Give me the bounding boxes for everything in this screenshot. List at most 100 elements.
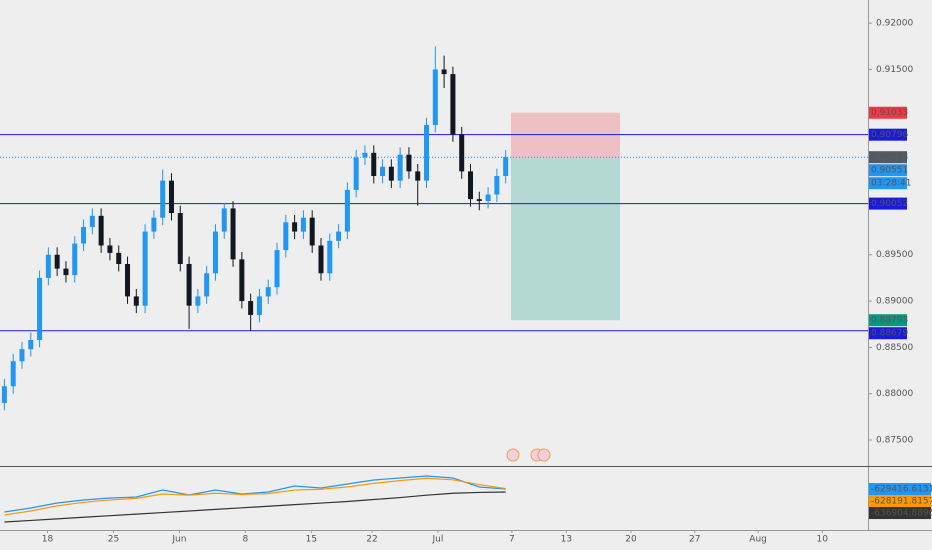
price-tag-label: 0.90796 [871, 130, 908, 140]
candle-body [151, 217, 157, 232]
price-tag-label: 0.90553 [871, 153, 908, 163]
price-tag-label: 0.88793 [871, 316, 908, 326]
candle-body [283, 222, 289, 251]
candle-body [371, 152, 377, 176]
candle-body [248, 301, 254, 315]
x-tick-label: 18 [42, 535, 54, 545]
value-tag-label: -636904.88968 [871, 509, 932, 519]
price-tag-label: 0.90551 [871, 166, 908, 176]
candle-body [467, 171, 473, 200]
y-tick-label: 0.92000 [876, 19, 913, 29]
x-tick-label: 13 [561, 535, 572, 545]
candle-body [239, 259, 245, 302]
event-icon[interactable] [506, 448, 520, 462]
candle-body [177, 213, 183, 264]
candle-body [424, 125, 430, 181]
candle-body [309, 217, 315, 246]
candle-body [204, 273, 210, 297]
value-tag [869, 507, 931, 520]
target-zone [510, 157, 620, 321]
candle-body [186, 263, 192, 306]
candle-body [336, 231, 342, 241]
candle-body [107, 245, 113, 253]
price-tag-label: 0.90052 [871, 199, 908, 209]
candle-body [28, 339, 34, 350]
candle-body [72, 243, 78, 276]
candle-body [318, 245, 324, 274]
candle-body [195, 296, 201, 306]
candle-body [1, 386, 7, 403]
candle-body [485, 194, 491, 202]
x-tick-label: 10 [817, 535, 829, 545]
candle-body [265, 287, 271, 297]
candle-body [221, 208, 227, 232]
candle-body [503, 157, 509, 176]
indicator-line [4, 491, 506, 523]
candle-body [450, 74, 456, 135]
x-tick-label: 20 [625, 535, 637, 545]
countdown: 03:28:41 [871, 179, 911, 189]
indicator-line [4, 475, 506, 513]
x-tick-label: Jun [171, 535, 186, 545]
candle-body [327, 240, 333, 274]
x-tick-label: 7 [509, 535, 515, 545]
y-tick-label: 0.89000 [876, 297, 913, 307]
candle-body [160, 180, 166, 218]
x-tick-label: 15 [306, 535, 317, 545]
value-tag-label: -629416.61312 [871, 485, 932, 495]
event-icon[interactable] [537, 448, 551, 462]
candle-body [116, 252, 122, 264]
candle-body [81, 226, 87, 244]
candle-body [10, 361, 16, 387]
price-tag [869, 106, 907, 119]
candle-body [63, 268, 69, 276]
price-tag-label: 0.88679 [871, 329, 908, 339]
candle-body [362, 152, 368, 158]
price-tag [869, 128, 907, 141]
x-tick-label: Jul [432, 535, 444, 545]
price-tag [869, 164, 907, 177]
candle-body [230, 208, 236, 260]
candle-body [476, 199, 482, 202]
candle-body [168, 180, 174, 214]
countdown-tag [869, 177, 907, 190]
candle-body [54, 254, 60, 269]
candle-body [406, 154, 412, 172]
candle-body [274, 250, 280, 288]
candle-body [388, 166, 394, 181]
candle-body [380, 166, 386, 176]
candle-body [494, 175, 500, 195]
price-tag [869, 314, 907, 327]
candle-body [212, 231, 218, 274]
price-tag-label: 0.91033 [871, 108, 908, 118]
candle-body [89, 215, 95, 227]
y-tick-label: 0.91500 [876, 65, 913, 75]
x-tick-label: 22 [366, 535, 377, 545]
y-tick-label: 0.89500 [876, 250, 913, 260]
candle-body [133, 296, 139, 306]
candle-body [125, 263, 131, 297]
x-tick-label: 25 [108, 535, 119, 545]
candle-body [344, 189, 350, 232]
candle-body [353, 157, 359, 190]
candle-body [415, 171, 421, 181]
candle-body [292, 222, 298, 232]
candle-body [256, 296, 262, 315]
x-tick-label: Aug [749, 535, 767, 545]
candle-body [397, 154, 403, 181]
indicator-line [4, 477, 506, 516]
price-tag [869, 197, 907, 210]
candle-body [459, 134, 465, 172]
candle-body [142, 231, 148, 306]
candle-body [432, 69, 438, 126]
value-tag [869, 495, 931, 508]
candle-body [45, 254, 51, 278]
candle-body [19, 349, 25, 362]
y-tick-label: 0.88000 [876, 389, 913, 399]
value-tag-label: -628191.81578 [871, 497, 932, 507]
y-tick-label: 0.88500 [876, 343, 913, 353]
y-tick-label: 0.87500 [876, 435, 913, 445]
value-tag [869, 483, 931, 496]
